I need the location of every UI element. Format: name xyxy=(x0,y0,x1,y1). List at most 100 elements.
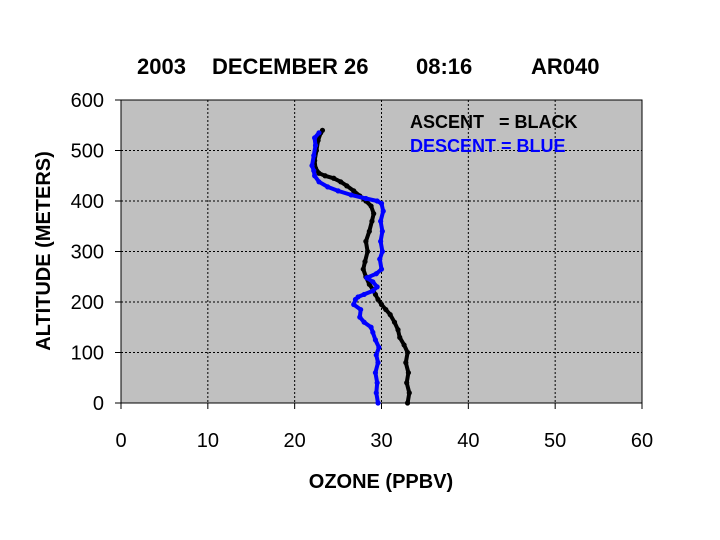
x-tick-labels: 0 10 20 30 40 50 60 xyxy=(115,430,653,452)
data-point xyxy=(312,173,318,179)
data-point xyxy=(391,319,398,325)
data-point xyxy=(373,352,379,358)
title-time: 08:16 xyxy=(416,54,472,79)
data-point xyxy=(374,380,380,386)
data-point xyxy=(368,324,374,330)
data-point xyxy=(379,248,385,255)
x-tick-label: 60 xyxy=(631,430,653,452)
series-layer xyxy=(309,127,412,406)
data-point xyxy=(378,200,385,207)
data-point xyxy=(309,163,315,169)
title-flight-id: AR040 xyxy=(531,54,599,79)
data-point xyxy=(351,188,357,194)
y-tick-label: 0 xyxy=(93,393,104,415)
legend-descent: DESCENT = BLUE xyxy=(410,136,566,156)
data-point xyxy=(375,360,381,366)
data-point xyxy=(371,211,377,217)
data-point xyxy=(316,170,322,176)
data-point xyxy=(322,173,328,179)
data-point xyxy=(403,360,409,366)
x-tick-label: 20 xyxy=(284,430,306,452)
data-point xyxy=(312,135,318,141)
data-point xyxy=(368,203,374,209)
data-point xyxy=(338,179,344,185)
x-axis-label: OZONE (PPBV) xyxy=(309,471,453,493)
data-point xyxy=(316,179,322,185)
data-point xyxy=(355,294,361,300)
data-point xyxy=(378,238,384,244)
data-point xyxy=(405,370,412,376)
data-point xyxy=(366,228,372,234)
data-point xyxy=(404,349,411,356)
data-point xyxy=(374,284,380,290)
x-tick-label: 30 xyxy=(370,430,392,452)
data-point xyxy=(362,259,368,265)
legend: ASCENT = BLACK DESCENT = BLUE xyxy=(410,112,578,156)
legend-ascent: ASCENT = BLACK xyxy=(410,112,578,132)
data-point xyxy=(311,168,317,174)
data-point xyxy=(397,334,403,340)
x-tick-label: 50 xyxy=(544,430,566,452)
data-point xyxy=(383,306,389,313)
data-point xyxy=(395,327,401,333)
data-point xyxy=(378,266,385,272)
data-point xyxy=(325,184,331,190)
y-tick-label: 200 xyxy=(71,292,104,314)
y-axis-label: ALTITUDE (METERS) xyxy=(33,151,55,351)
ascent-series-line xyxy=(312,128,412,405)
data-point xyxy=(364,275,370,281)
y-tick-label: 100 xyxy=(71,343,104,365)
y-tick-label: 600 xyxy=(71,90,104,112)
data-point xyxy=(358,306,364,313)
data-point xyxy=(374,198,380,204)
y-tick-labels: 0 100 200 300 400 500 600 xyxy=(71,90,104,415)
data-point xyxy=(316,130,322,136)
data-point xyxy=(351,301,357,308)
data-point xyxy=(375,296,381,303)
data-point xyxy=(365,248,371,255)
data-point xyxy=(372,337,379,343)
data-point xyxy=(406,390,412,396)
data-point xyxy=(363,238,369,244)
data-point xyxy=(372,370,379,376)
data-point xyxy=(373,390,379,396)
axes xyxy=(115,99,643,409)
data-point xyxy=(331,175,337,181)
chart-title: 2003 DECEMBER 26 08:16 AR040 xyxy=(137,54,599,79)
data-point xyxy=(377,256,383,262)
data-point xyxy=(363,195,369,202)
data-point xyxy=(378,218,384,224)
data-point xyxy=(344,183,350,189)
data-point xyxy=(369,218,375,224)
data-point xyxy=(387,312,393,318)
data-point xyxy=(311,152,317,159)
data-point xyxy=(361,319,367,325)
data-point xyxy=(373,271,379,277)
data-point xyxy=(361,291,367,298)
data-point xyxy=(376,344,382,351)
x-tick-label: 0 xyxy=(115,430,126,452)
y-tick-label: 500 xyxy=(71,141,104,163)
x-tick-label: 10 xyxy=(197,430,219,452)
title-year: 2003 xyxy=(137,54,186,79)
data-point xyxy=(370,279,376,285)
data-point xyxy=(370,329,376,335)
y-tick-label: 400 xyxy=(71,191,104,213)
data-point xyxy=(379,228,385,234)
data-point xyxy=(375,400,381,406)
data-point xyxy=(401,342,407,348)
data-point xyxy=(404,400,411,406)
data-point xyxy=(357,314,363,320)
data-point xyxy=(378,301,385,308)
title-date: DECEMBER 26 xyxy=(212,54,368,79)
data-point xyxy=(348,192,354,198)
data-point xyxy=(335,188,341,194)
data-point xyxy=(404,380,410,386)
data-point xyxy=(360,266,366,272)
data-point xyxy=(370,288,376,294)
data-point xyxy=(380,208,386,214)
descent-points xyxy=(309,130,386,406)
data-point xyxy=(312,142,319,149)
y-tick-label: 300 xyxy=(71,242,104,264)
